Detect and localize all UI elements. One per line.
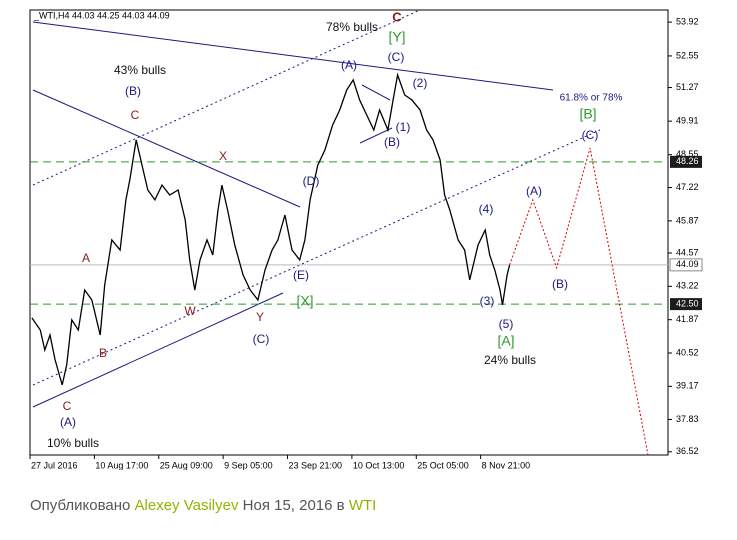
wave-label: (5)	[499, 317, 514, 331]
x-tick-label: 23 Sep 21:00	[289, 460, 343, 470]
price-line	[31, 72, 511, 386]
trend-line	[32, 89, 301, 208]
y-tick-label: 41.87	[676, 314, 699, 324]
wave-label: [A]	[497, 333, 514, 349]
trend-line	[361, 84, 391, 101]
footer: Опубликовано Alexey Vasilyev Ноя 15, 201…	[30, 497, 376, 514]
y-tick-label: 39.17	[676, 381, 699, 391]
wave-label: (B)	[552, 277, 568, 291]
wave-label: (E)	[293, 268, 309, 282]
wave-label: B	[99, 346, 107, 360]
wave-label: A	[82, 251, 90, 265]
level-label-box	[670, 155, 702, 168]
wave-label: C	[392, 9, 402, 24]
x-tick-label: 9 Sep 05:00	[224, 460, 273, 470]
y-tick-label: 36.52	[676, 446, 699, 456]
y-tick-label: 51.27	[676, 82, 699, 92]
x-tick-label: 8 Nov 21:00	[482, 460, 531, 470]
forecast-line	[509, 147, 649, 456]
wave-label: (3)	[480, 294, 495, 308]
wave-label: [B]	[579, 106, 596, 122]
wave-label: (1)	[396, 120, 411, 134]
chart: _WTI,H4 44.03 44.25 44.03 44.09 53.92 52.…	[29, 9, 703, 470]
wave-label: 78% bulls	[326, 20, 378, 34]
wave-label: 10% bulls	[47, 436, 99, 450]
y-tick-label: 37.83	[676, 414, 699, 424]
plot-frame	[29, 9, 669, 456]
level-label: 42.50	[676, 298, 699, 308]
x-tick-label: 10 Oct 13:00	[353, 460, 405, 470]
wave-label: (B)	[384, 135, 400, 149]
wave-label: W	[184, 304, 196, 318]
level-label-box	[670, 298, 702, 311]
wave-label: 43% bulls	[114, 63, 166, 77]
x-tick-label: 25 Oct 05:00	[417, 460, 469, 470]
wave-label: C	[131, 108, 140, 122]
wave-label: (C)	[388, 50, 405, 64]
y-tick-label: 40.52	[676, 347, 699, 357]
level-label: 48.26	[676, 156, 699, 166]
wave-label: (D)	[303, 174, 320, 188]
wave-label: (B)	[125, 84, 141, 98]
author-link[interactable]: Alexey Vasilyev	[134, 497, 239, 514]
price-label: 44.09	[676, 259, 699, 269]
chart-header: _WTI,H4 44.03 44.25 44.03 44.09	[33, 10, 170, 20]
price-label-box	[669, 258, 703, 272]
wave-label: (A)	[526, 184, 542, 198]
y-tick-label: 44.57	[676, 247, 699, 257]
y-tick-label: 53.92	[676, 16, 699, 26]
y-tick-label: 52.55	[676, 50, 699, 60]
wave-label: (C)	[253, 332, 270, 346]
wave-label: X	[219, 149, 227, 163]
x-tick-label: 27 Jul 2016	[31, 460, 78, 470]
channel-line	[32, 129, 601, 386]
y-tick-label: 49.91	[676, 116, 699, 126]
wave-label: Y	[256, 310, 264, 324]
wave-label: (4)	[479, 202, 494, 216]
wave-label: (A)	[60, 415, 76, 429]
wave-label: (2)	[413, 76, 428, 90]
y-tick-label: 45.87	[676, 215, 699, 225]
x-tick-label: 25 Aug 09:00	[160, 460, 213, 470]
wave-label: 61.8% or 78%	[560, 93, 623, 104]
y-tick-label: 43.22	[676, 281, 699, 291]
trend-line	[359, 127, 393, 144]
footer-text: Ноя 15, 2016 в	[242, 497, 345, 514]
trend-line	[32, 21, 554, 91]
symbol-link[interactable]: WTI	[348, 497, 377, 514]
wave-label: [Y]	[388, 29, 405, 45]
channel-line	[32, 9, 421, 186]
wave-label: 24% bulls	[484, 353, 536, 367]
y-tick-label: 47.22	[676, 182, 699, 192]
footer-text: Опубликовано	[30, 497, 131, 514]
wave-label: (A)	[341, 58, 357, 72]
x-tick-label: 10 Aug 17:00	[95, 460, 148, 470]
wave-label: [X]	[296, 293, 313, 309]
wave-label: (C)	[582, 128, 599, 142]
trend-line	[32, 292, 284, 408]
y-tick-label: 48.55	[676, 149, 699, 159]
wave-label: C	[63, 399, 72, 413]
